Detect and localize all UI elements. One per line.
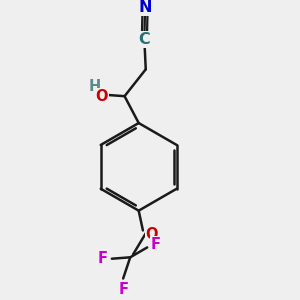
Text: H: H xyxy=(88,80,100,94)
Text: O: O xyxy=(146,227,158,242)
Text: O: O xyxy=(95,89,107,104)
Text: F: F xyxy=(118,282,128,297)
Text: C: C xyxy=(139,32,150,47)
Text: N: N xyxy=(138,0,152,15)
Text: F: F xyxy=(98,251,107,266)
Text: F: F xyxy=(151,237,161,252)
